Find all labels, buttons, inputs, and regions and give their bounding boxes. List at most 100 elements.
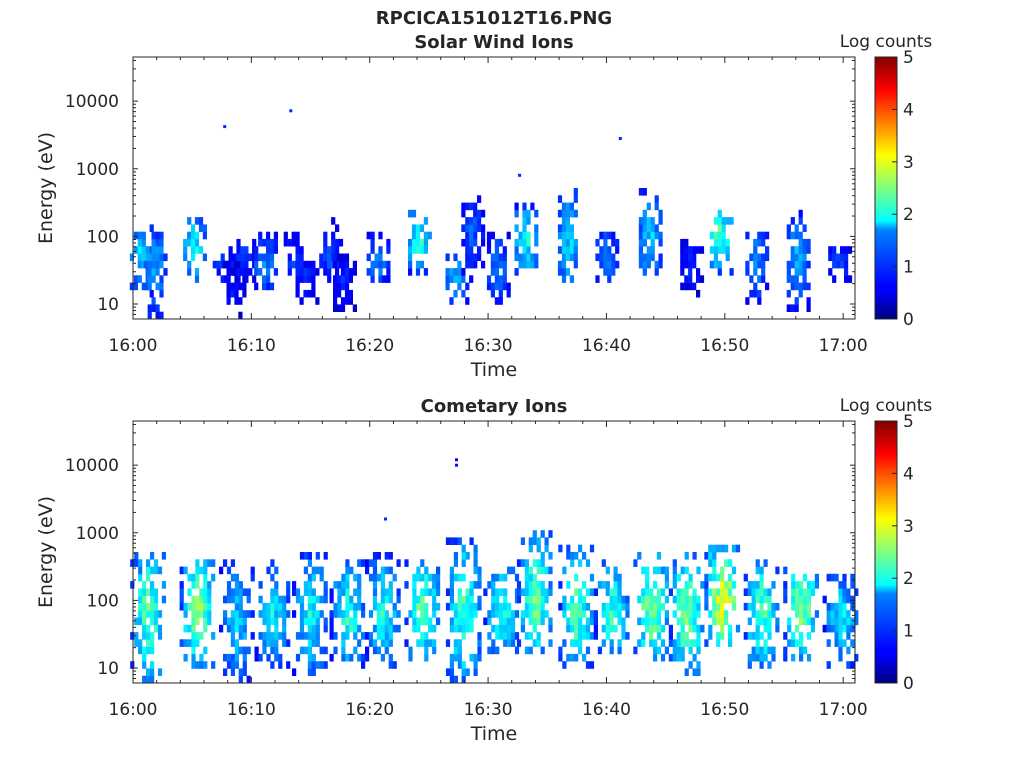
spectrogram-cell	[380, 588, 385, 596]
spectrogram-cell	[676, 646, 681, 655]
x-tick-label: 16:10	[227, 336, 276, 356]
spectrogram-cell	[278, 661, 283, 669]
spectrogram-cell	[216, 260, 221, 269]
spectrogram-cell	[469, 653, 474, 662]
spectrogram-cell	[646, 260, 651, 269]
spectrogram-cell	[613, 588, 618, 596]
spectrogram-cell	[254, 268, 259, 276]
spectrogram-cell	[477, 253, 482, 262]
spectrogram-cell	[481, 238, 486, 247]
spectrogram-cell	[432, 588, 437, 596]
spectrogram-cell	[282, 632, 287, 640]
spectrogram-cell	[712, 602, 717, 611]
spectrogram-cell	[834, 632, 839, 640]
spectrogram-cell	[838, 653, 843, 662]
spectrogram-cell	[486, 231, 492, 240]
spectrogram-cell	[282, 617, 287, 626]
spectrogram-cell	[138, 573, 143, 582]
spectrogram-cell	[753, 289, 758, 298]
spectrogram-cell	[269, 253, 275, 262]
spectrogram-cell	[230, 624, 235, 633]
spectrogram-cell	[287, 260, 292, 269]
spectrogram-cell	[708, 610, 713, 618]
spectrogram-cell	[465, 610, 470, 618]
spectrogram-cell	[311, 595, 316, 604]
spectrogram-cell	[759, 617, 764, 626]
spectrogram-cell	[557, 260, 563, 269]
spectrogram-cell	[269, 246, 275, 254]
spectrogram-cell	[751, 602, 756, 611]
spectrogram-cell	[396, 624, 401, 633]
spectrogram-cell	[761, 238, 766, 247]
spectrogram-cell	[465, 668, 470, 676]
spectrogram-cell	[826, 573, 831, 582]
spectrogram-cell	[299, 297, 304, 305]
spectrogram-cell	[349, 566, 354, 575]
spectrogram-cell	[491, 624, 496, 633]
spectrogram-cell	[191, 602, 196, 611]
spectrogram-cell	[353, 632, 358, 640]
spectrogram-cell	[453, 624, 458, 633]
spectrogram-cell	[242, 282, 247, 291]
spectrogram-cell	[266, 610, 271, 618]
spectrogram-cell	[411, 246, 417, 254]
spectrogram-cell	[721, 217, 726, 225]
spectrogram-cell	[155, 311, 160, 320]
spectrogram-cell	[755, 595, 760, 604]
spectrogram-cell	[337, 289, 342, 298]
spectrogram-cell	[759, 581, 764, 589]
spectrogram-cell	[333, 632, 338, 640]
spectrogram-cell	[203, 595, 208, 604]
spectrogram-cell	[380, 581, 385, 589]
spectrogram-cell	[838, 588, 843, 596]
spectrogram-cell	[307, 552, 312, 560]
spectrogram-cell	[311, 282, 316, 291]
spectrogram-cell	[244, 260, 249, 269]
spectrogram-cell	[461, 632, 466, 640]
spectrogram-cell	[763, 617, 768, 626]
spectrogram-cell	[672, 595, 677, 604]
spectrogram-cell	[420, 595, 425, 604]
spectrogram-cell	[684, 552, 689, 560]
spectrogram-cell	[242, 646, 247, 655]
spectrogram-cell	[516, 559, 522, 567]
spectrogram-cell	[374, 253, 379, 262]
spectrogram-cell	[589, 573, 595, 582]
spectrogram-cell	[327, 268, 332, 276]
spectrogram-cell	[153, 566, 159, 575]
spectrogram-cell	[599, 246, 604, 254]
spectrogram-cell	[795, 624, 800, 633]
spectrogram-cell	[692, 617, 697, 626]
spectrogram-cell	[353, 617, 358, 626]
spectrogram-cell	[432, 624, 437, 633]
spectrogram-cell	[453, 552, 458, 560]
spectrogram-cell	[757, 289, 762, 298]
spectrogram-cell	[557, 268, 563, 276]
spectrogram-cell	[372, 588, 378, 596]
spectrogram-cell	[244, 246, 249, 254]
spectrogram-cell	[692, 610, 697, 618]
spectrogram-cell	[755, 646, 760, 655]
spectrogram-cell	[514, 253, 519, 262]
spectrogram-cell	[757, 297, 762, 305]
spectrogram-cell	[664, 566, 669, 575]
spectrogram-cell	[303, 632, 308, 640]
spectrogram-cell	[561, 275, 567, 283]
spectrogram-cell	[234, 595, 239, 604]
spectrogram-cell	[153, 588, 159, 596]
spectrogram-cell	[307, 668, 312, 676]
spectrogram-cell	[315, 661, 320, 669]
spectrogram-cell	[834, 573, 839, 582]
spectrogram-cell	[708, 573, 713, 582]
spectrogram-cell	[327, 246, 332, 254]
spectrogram-cell	[226, 260, 231, 269]
spectrogram-cell	[728, 639, 733, 647]
y-tick-label: 1000	[76, 524, 119, 544]
spectrogram-cell	[345, 581, 350, 589]
spectrogram-cell	[226, 595, 232, 604]
spectrogram-cell	[522, 238, 527, 247]
spectrogram-cell	[514, 646, 520, 655]
spectrogram-cell	[436, 602, 441, 611]
spectrogram-cell	[273, 231, 278, 240]
spectrogram-cell	[432, 646, 437, 655]
